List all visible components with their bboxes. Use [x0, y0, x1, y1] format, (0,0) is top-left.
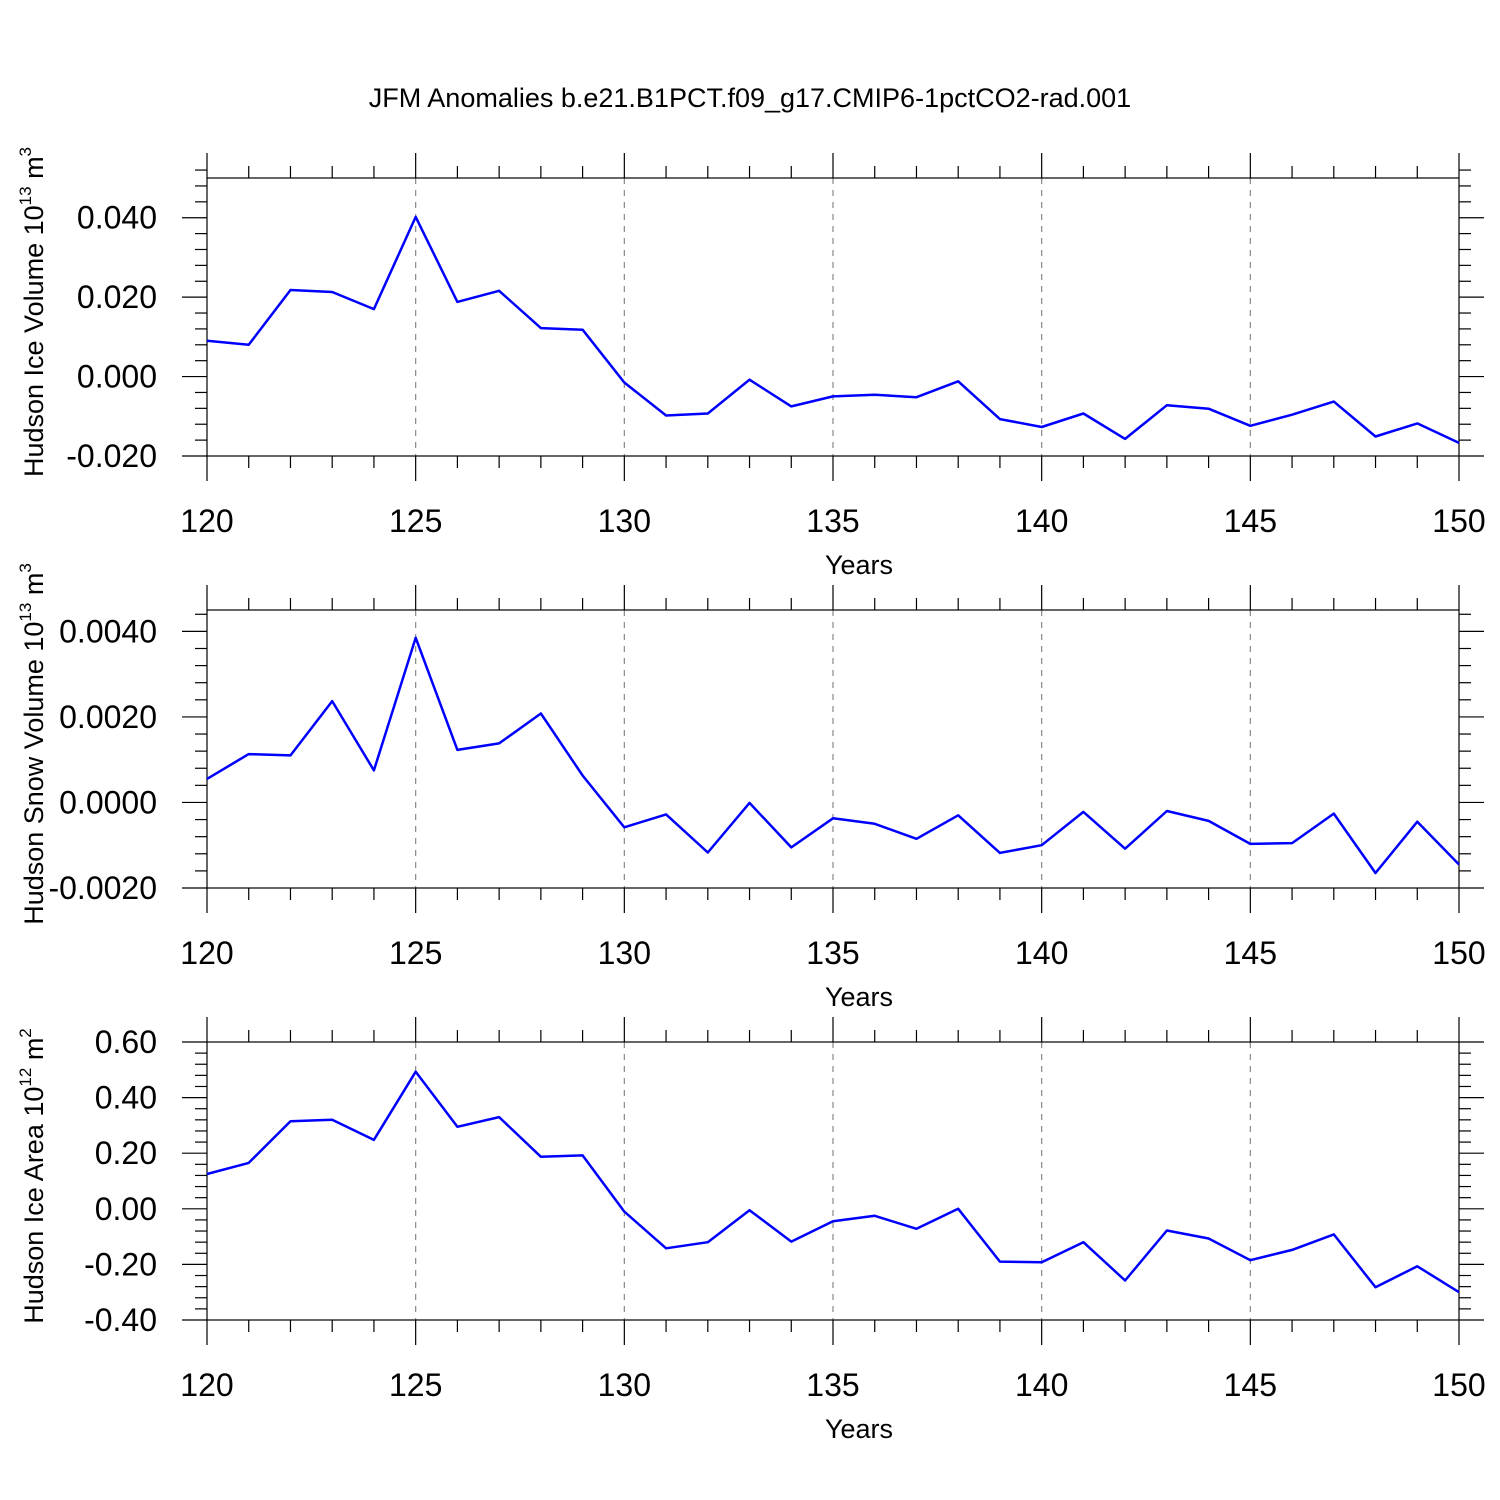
- y-tick-label: 0.60: [95, 1024, 157, 1060]
- y-tick-label: 0.000: [77, 359, 157, 395]
- y-tick-label: 0.0000: [59, 784, 157, 820]
- chart-title: JFM Anomalies b.e21.B1PCT.f09_g17.CMIP6-…: [369, 83, 1131, 113]
- y-tick-label: -0.020: [66, 438, 157, 474]
- x-tick-label: 130: [598, 935, 651, 971]
- x-tick-label: 125: [389, 503, 442, 539]
- x-tick-label: 130: [598, 1367, 651, 1403]
- y-axis-label-unit: m: [19, 156, 49, 186]
- y-tick-label: 0.40: [95, 1080, 157, 1116]
- x-tick-label: 120: [180, 503, 233, 539]
- y-axis-label-unit-exponent: 2: [16, 1028, 35, 1037]
- x-tick-label: 145: [1224, 503, 1277, 539]
- y-axis-label-text: Hudson Ice Area 10: [19, 1087, 49, 1324]
- y-tick-label: 0.20: [95, 1135, 157, 1171]
- y-axis-label: Hudson Ice Area 1012 m2: [16, 1028, 49, 1324]
- x-axis-label: Years: [825, 982, 893, 1012]
- y-axis-label-text: Hudson Snow Volume 10: [19, 622, 49, 925]
- panel-3: 120 125 130 135 140 145 150 -0.40 -0.20 0.00 0.20 0…: [16, 1017, 1486, 1444]
- y-axis-label: Hudson Ice Volume 1013 m3: [16, 147, 49, 477]
- series-line: [206, 636, 1460, 875]
- y-tick-label: -0.0020: [48, 870, 157, 906]
- y-axis-label-text: Hudson Ice Volume 10: [19, 205, 49, 477]
- y-tick-label: 0.040: [77, 200, 157, 236]
- x-tick-label: 135: [806, 503, 859, 539]
- x-tick-label: 125: [389, 1367, 442, 1403]
- x-axis-label: Years: [825, 550, 893, 580]
- y-axis-label-unit-exponent: 3: [16, 563, 35, 572]
- x-tick-label: 120: [180, 1367, 233, 1403]
- x-tick-label: 145: [1224, 935, 1277, 971]
- panel-2: 120 125 130 135 140 145 150 -0.0020 0.0000 0.0020…: [16, 563, 1486, 1012]
- x-tick-label: 125: [389, 935, 442, 971]
- x-tick-label: 140: [1015, 1367, 1068, 1403]
- x-axis-label: Years: [825, 1414, 893, 1444]
- y-axis-label: Hudson Snow Volume 1013 m3: [16, 563, 49, 925]
- y-tick-label: 0.0020: [59, 699, 157, 735]
- x-tick-label: 150: [1432, 503, 1485, 539]
- panels: 120 125 130 135 140 145 150 -0.020 0.000 0.020 0.0…: [16, 147, 1486, 1444]
- x-tick-label: 145: [1224, 1367, 1277, 1403]
- y-tick-label: 0.020: [77, 279, 157, 315]
- x-tick-label: 135: [806, 1367, 859, 1403]
- y-tick-label: 0.0040: [59, 613, 157, 649]
- x-tick-label: 120: [180, 935, 233, 971]
- y-tick-label: -0.40: [84, 1302, 157, 1338]
- x-tick-label: 140: [1015, 935, 1068, 971]
- y-axis-label-unit: m: [19, 573, 49, 603]
- x-tick-label: 135: [806, 935, 859, 971]
- y-axis-label-exponent: 13: [16, 603, 35, 622]
- y-axis-label-unit-exponent: 3: [16, 147, 35, 156]
- y-axis-label-unit: m: [19, 1038, 49, 1068]
- series-line: [206, 1070, 1460, 1294]
- panel-1: 120 125 130 135 140 145 150 -0.020 0.000 0.020 0.0…: [16, 147, 1486, 580]
- y-tick-label: 0.00: [95, 1191, 157, 1227]
- x-tick-label: 130: [598, 503, 651, 539]
- x-tick-label: 150: [1432, 1367, 1485, 1403]
- series-line: [206, 215, 1460, 445]
- y-axis-label-exponent: 13: [16, 186, 35, 205]
- x-tick-label: 150: [1432, 935, 1485, 971]
- x-tick-label: 140: [1015, 503, 1068, 539]
- y-axis-label-exponent: 12: [16, 1068, 35, 1087]
- y-tick-label: -0.20: [84, 1246, 157, 1282]
